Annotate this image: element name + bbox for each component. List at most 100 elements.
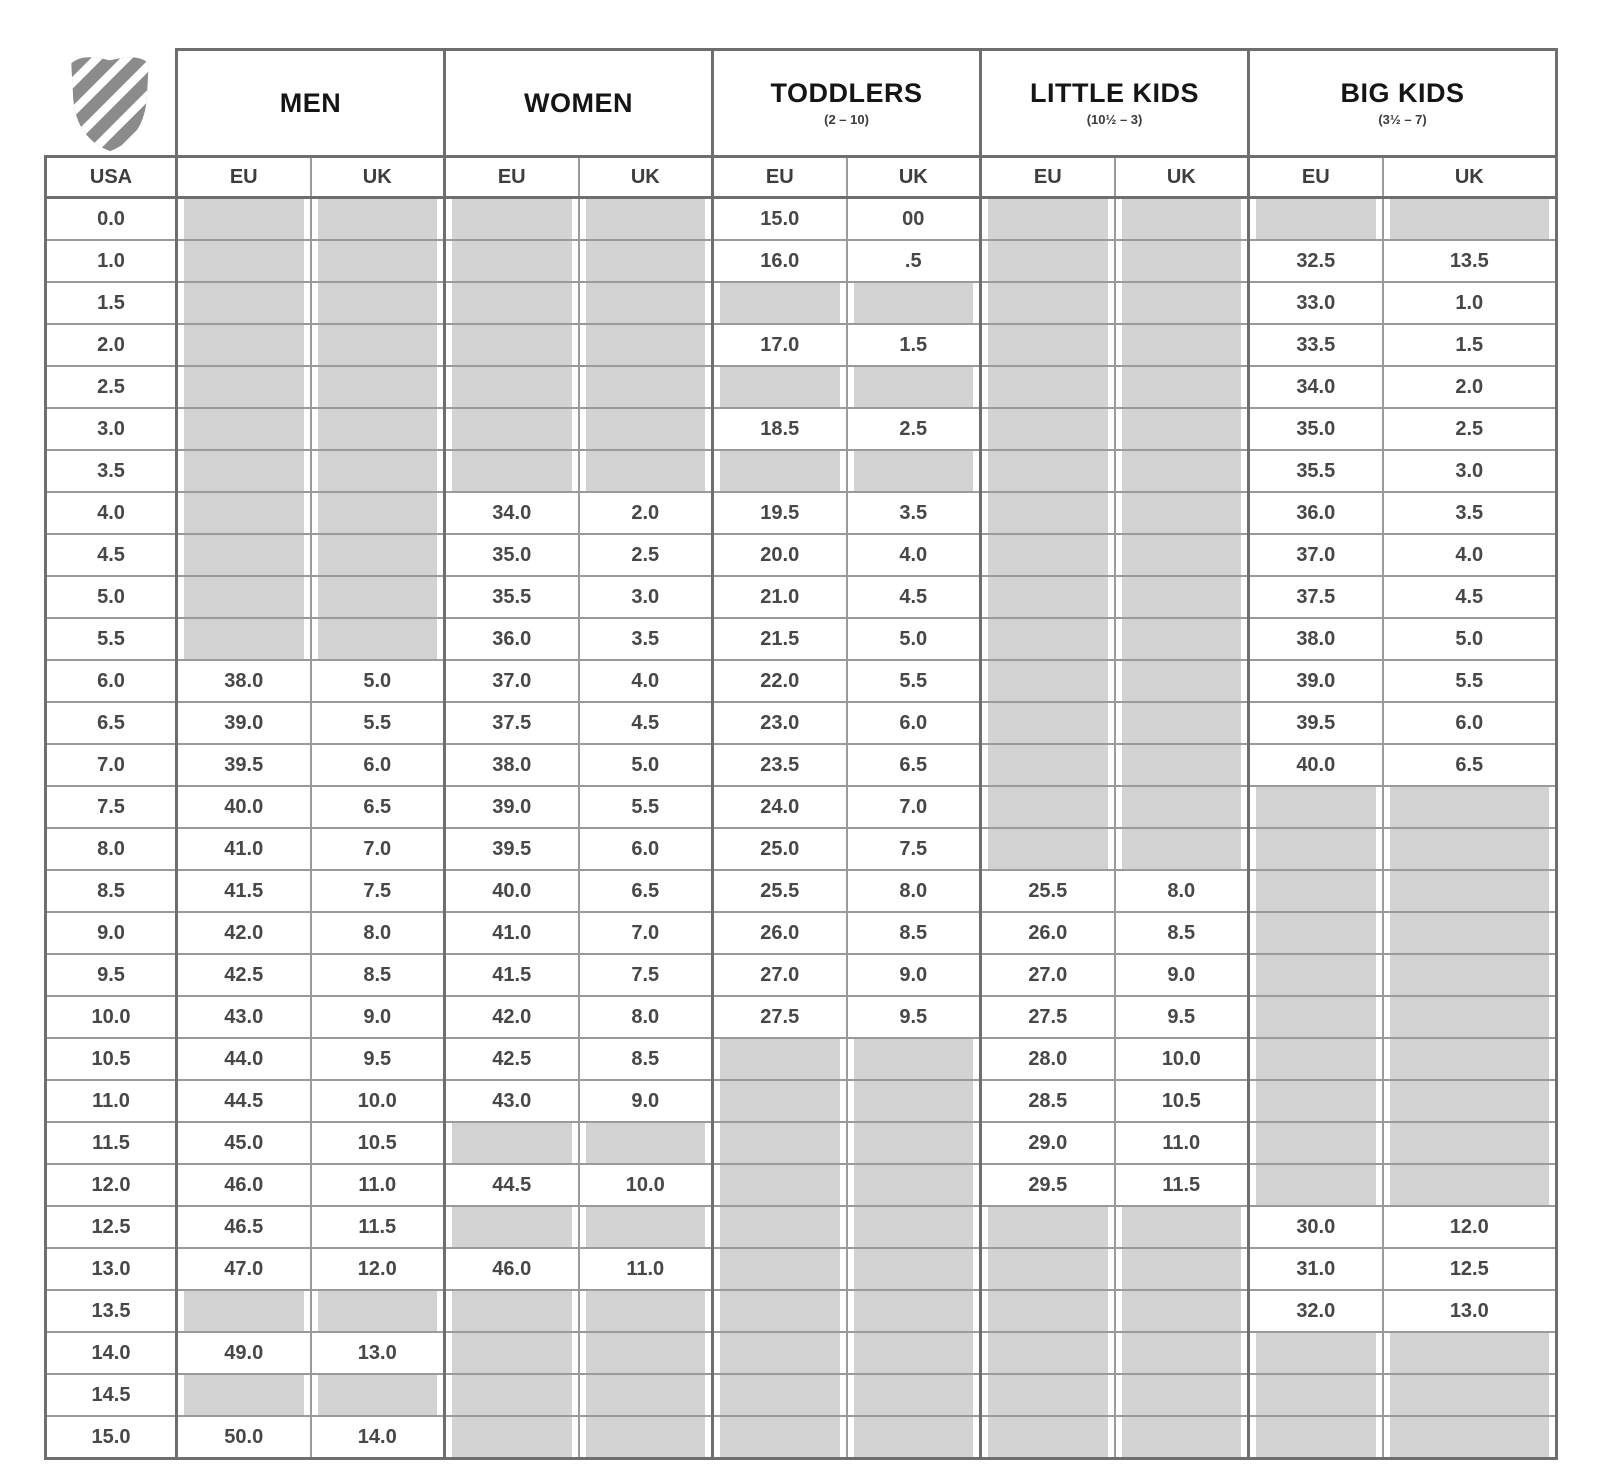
size-cell — [1113, 196, 1250, 241]
size-cell: 5.5 — [309, 701, 446, 745]
size-cell: 49.0 — [175, 1331, 312, 1375]
size-cell — [979, 407, 1116, 451]
size-cell — [845, 1163, 982, 1207]
size-cell — [175, 1373, 312, 1417]
size-cell: 41.0 — [175, 827, 312, 871]
size-cell — [711, 1373, 848, 1417]
size-cell: 6.0 — [845, 701, 982, 745]
size-cell — [979, 365, 1116, 409]
size-cell: 24.0 — [711, 785, 848, 829]
size-cell: 35.5 — [443, 575, 580, 619]
size-cell: 2.5 — [845, 407, 982, 451]
usa-size-cell: 4.5 — [44, 533, 178, 577]
usa-size-cell: 8.5 — [44, 869, 178, 913]
table-row: 6.5 39.0 5.5 37.5 4.5 23.0 6.0 39.5 6.0 — [44, 701, 1558, 745]
size-cell — [443, 1205, 580, 1249]
usa-size-cell: 7.5 — [44, 785, 178, 829]
group-header-row: MEN WOMEN TODDLERS (2 – 10) LITTLE KIDS … — [45, 48, 1558, 158]
size-cell — [309, 281, 446, 325]
size-cell — [443, 1121, 580, 1165]
size-cell — [1113, 1247, 1250, 1291]
size-cell — [1247, 911, 1384, 955]
size-cell: 39.0 — [1247, 659, 1384, 703]
column-header-toddlers-eu: EU — [711, 155, 848, 199]
usa-size-cell: 11.5 — [44, 1121, 178, 1165]
size-cell: 4.5 — [577, 701, 714, 745]
size-cell — [979, 1289, 1116, 1333]
table-row: 11.5 45.0 10.5 29.0 11.0 — [44, 1121, 1558, 1165]
table-row: 5.5 36.0 3.5 21.5 5.0 38.0 5.0 — [44, 617, 1558, 661]
size-cell: 26.0 — [711, 911, 848, 955]
usa-size-cell: 9.0 — [44, 911, 178, 955]
usa-size-cell: 0.0 — [44, 196, 178, 241]
size-cell — [175, 196, 312, 241]
usa-size-cell: 6.0 — [44, 659, 178, 703]
size-cell — [1113, 1289, 1250, 1333]
size-cell: 29.5 — [979, 1163, 1116, 1207]
size-cell — [175, 281, 312, 325]
size-cell — [845, 1079, 982, 1123]
size-cell — [443, 449, 580, 493]
size-cell — [1381, 1079, 1558, 1123]
size-cell: 6.5 — [577, 869, 714, 913]
size-cell — [175, 575, 312, 619]
size-cell — [1113, 659, 1250, 703]
size-cell — [979, 1373, 1116, 1417]
size-cell — [1247, 869, 1384, 913]
size-cell: 41.0 — [443, 911, 580, 955]
size-cell — [845, 281, 982, 325]
size-cell — [711, 1331, 848, 1375]
size-cell: 7.5 — [577, 953, 714, 997]
size-cell — [1247, 1121, 1384, 1165]
size-cell — [979, 491, 1116, 535]
group-header-toddlers: TODDLERS (2 – 10) — [711, 48, 982, 158]
size-cell — [175, 617, 312, 661]
table-row: 3.5 35.5 3.0 — [44, 449, 1558, 493]
size-cell — [845, 1121, 982, 1165]
size-cell: 8.0 — [577, 995, 714, 1039]
size-cell: 15.0 — [711, 196, 848, 241]
size-cell — [1381, 1373, 1558, 1417]
size-cell — [1381, 827, 1558, 871]
size-cell — [711, 1163, 848, 1207]
usa-size-cell: 8.0 — [44, 827, 178, 871]
size-cell: 1.0 — [1381, 281, 1558, 325]
size-cell: 13.0 — [309, 1331, 446, 1375]
size-cell — [577, 1121, 714, 1165]
size-cell — [1113, 701, 1250, 745]
size-cell — [577, 1331, 714, 1375]
size-cell: 8.0 — [1113, 869, 1250, 913]
table-row: 13.5 32.0 13.0 — [44, 1289, 1558, 1333]
size-cell — [845, 1289, 982, 1333]
table-row: 12.0 46.0 11.0 44.5 10.0 29.5 11.5 — [44, 1163, 1558, 1207]
column-header-big-kids-eu: EU — [1247, 155, 1384, 199]
size-cell: 8.0 — [309, 911, 446, 955]
usa-size-cell: 14.5 — [44, 1373, 178, 1417]
size-cell — [1113, 743, 1250, 787]
size-cell — [1113, 827, 1250, 871]
size-cell — [979, 323, 1116, 367]
size-cell: 35.0 — [443, 533, 580, 577]
size-cell: 40.0 — [175, 785, 312, 829]
size-cell: 46.0 — [175, 1163, 312, 1207]
size-cell: 26.0 — [979, 911, 1116, 955]
table-row: 5.0 35.5 3.0 21.0 4.5 37.5 4.5 — [44, 575, 1558, 619]
size-cell: 11.0 — [309, 1163, 446, 1207]
size-cell: 41.5 — [175, 869, 312, 913]
size-cell — [1247, 1373, 1384, 1417]
size-cell: 21.0 — [711, 575, 848, 619]
size-cell — [845, 1373, 982, 1417]
size-cell: 6.5 — [1381, 743, 1558, 787]
size-cell: 8.5 — [1113, 911, 1250, 955]
group-subtitle: (10½ – 3) — [1086, 111, 1143, 127]
size-cell: 23.5 — [711, 743, 848, 787]
column-header-big-kids-uk: UK — [1381, 155, 1558, 199]
usa-size-cell: 2.0 — [44, 323, 178, 367]
size-cell: 10.5 — [1113, 1079, 1250, 1123]
size-cell — [845, 449, 982, 493]
size-cell — [1381, 1163, 1558, 1207]
size-cell: 7.5 — [309, 869, 446, 913]
usa-size-cell: 5.0 — [44, 575, 178, 619]
size-cell: 3.5 — [845, 491, 982, 535]
size-cell — [577, 407, 714, 451]
